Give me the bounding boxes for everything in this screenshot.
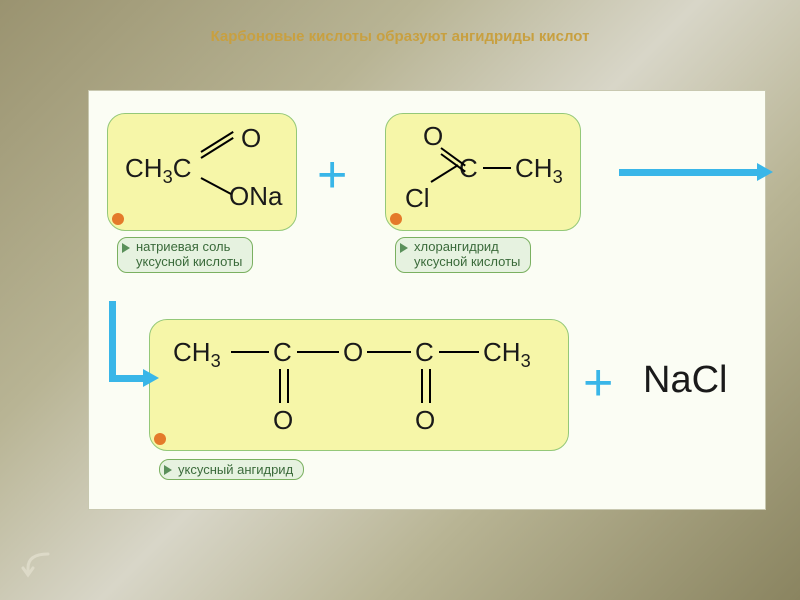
bond-line xyxy=(297,351,339,353)
reaction-panel: натриевая соль уксусной кислоты хлоранги… xyxy=(88,90,766,510)
nacl-product: NaCl xyxy=(643,359,727,402)
dot-anhydride xyxy=(154,433,166,445)
formula-text: O xyxy=(343,337,363,368)
bond-line xyxy=(439,351,479,353)
label-text: уксусный ангидрид xyxy=(178,462,293,477)
arrow-turn-v xyxy=(109,301,116,377)
formula-text: O xyxy=(241,123,261,154)
arrow-top-head xyxy=(757,163,773,181)
arrow-top xyxy=(619,169,759,176)
back-button[interactable] xyxy=(18,548,58,582)
tri-icon xyxy=(164,465,172,475)
formula-text: CH3 xyxy=(515,153,563,188)
plus-top: + xyxy=(317,145,347,205)
label-text: хлорангидрид уксусной кислоты xyxy=(414,240,520,270)
formula-text: O xyxy=(273,405,293,436)
formula-text: CH3C xyxy=(125,153,191,188)
label-text: натриевая соль уксусной кислоты xyxy=(136,240,242,270)
dot-salt xyxy=(112,213,124,225)
bond-line xyxy=(483,167,511,169)
label-sodium-salt: натриевая соль уксусной кислоты xyxy=(117,237,253,273)
formula-text: C xyxy=(273,337,292,368)
dot-chloride xyxy=(390,213,402,225)
label-anhydride: уксусный ангидрид xyxy=(159,459,304,480)
label-acyl-chloride: хлорангидрид уксусной кислоты xyxy=(395,237,531,273)
bond-line xyxy=(231,351,269,353)
plus-bottom: + xyxy=(583,353,613,413)
bond-line xyxy=(279,369,281,403)
formula-text: CH3 xyxy=(173,337,221,372)
arrow-turn-head xyxy=(143,369,159,387)
tri-icon xyxy=(400,243,408,253)
formula-text: CH3 xyxy=(483,337,531,372)
formula-text: ONa xyxy=(229,181,282,212)
bond-line xyxy=(421,369,423,403)
bond-line xyxy=(287,369,289,403)
formula-text: C xyxy=(415,337,434,368)
formula-text: Cl xyxy=(405,183,430,214)
bond-line xyxy=(367,351,411,353)
arrow-turn-h xyxy=(109,375,145,382)
formula-text: O xyxy=(415,405,435,436)
bond-line xyxy=(429,369,431,403)
page-title: Карбоновые кислоты образуют ангидриды ки… xyxy=(0,0,800,45)
tri-icon xyxy=(122,243,130,253)
